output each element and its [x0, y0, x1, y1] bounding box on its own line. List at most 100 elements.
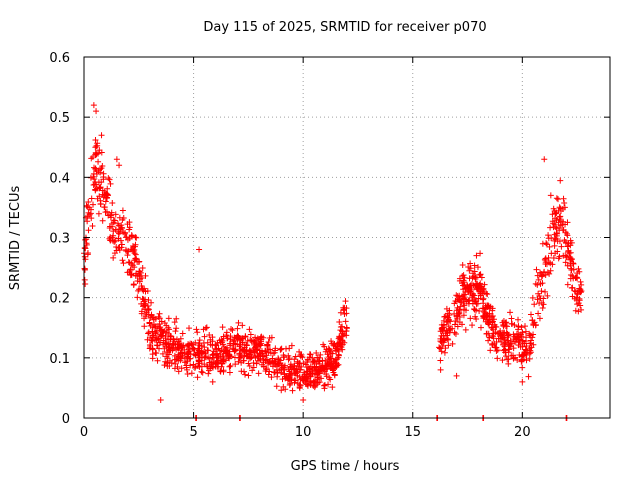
chart-title: Day 115 of 2025, SRMTID for receiver p07… — [203, 20, 486, 35]
data-point — [92, 165, 99, 172]
data-point — [451, 329, 458, 336]
data-point — [125, 259, 132, 266]
data-point — [124, 252, 131, 259]
data-point — [507, 343, 514, 350]
data-point — [97, 201, 104, 208]
data-point — [105, 175, 112, 182]
data-point — [149, 337, 156, 344]
data-point — [539, 280, 546, 287]
data-point — [145, 311, 152, 318]
data-point — [175, 357, 182, 364]
data-point — [112, 226, 119, 233]
data-point — [215, 352, 222, 359]
data-point — [158, 318, 165, 325]
data-point — [96, 147, 103, 154]
data-point — [549, 261, 556, 268]
data-point — [578, 306, 585, 313]
data-point — [471, 306, 478, 313]
data-point — [572, 274, 579, 281]
data-point — [138, 308, 145, 315]
data-point — [562, 252, 569, 259]
data-point — [324, 358, 331, 365]
data-point — [322, 348, 329, 355]
data-point — [111, 238, 118, 245]
data-point — [209, 363, 216, 370]
data-point — [439, 342, 446, 349]
data-point — [103, 194, 110, 201]
data-point — [462, 285, 469, 292]
data-point — [142, 272, 149, 279]
data-point — [493, 344, 500, 351]
data-point — [165, 347, 172, 354]
data-point — [564, 253, 571, 260]
data-point — [438, 348, 445, 355]
data-point — [266, 346, 273, 353]
data-point — [127, 266, 134, 273]
data-point — [294, 380, 301, 387]
data-point — [539, 240, 546, 247]
data-point — [572, 307, 579, 314]
data-point — [226, 363, 233, 370]
data-point — [229, 345, 236, 352]
y-tick-label: 0.3 — [49, 232, 70, 247]
data-point — [220, 358, 227, 365]
data-point — [436, 344, 443, 351]
data-point — [264, 341, 271, 348]
data-point — [258, 361, 265, 368]
data-point — [198, 343, 205, 350]
data-point — [535, 276, 542, 283]
data-point — [563, 240, 570, 247]
data-point — [456, 277, 463, 284]
data-point — [150, 314, 157, 321]
x-tick-label: 15 — [404, 425, 421, 440]
data-point — [301, 373, 308, 380]
data-point — [100, 173, 107, 180]
data-point — [536, 293, 543, 300]
data-point — [103, 195, 110, 202]
data-point — [535, 310, 542, 317]
data-point — [461, 291, 468, 298]
data-point — [89, 154, 96, 161]
data-point — [280, 354, 287, 361]
data-point — [250, 346, 257, 353]
data-point — [84, 203, 91, 210]
data-point — [502, 347, 509, 354]
data-point — [209, 354, 216, 361]
data-point — [201, 344, 208, 351]
data-point — [562, 259, 569, 266]
data-point — [515, 316, 522, 323]
data-point — [267, 350, 274, 357]
data-point — [85, 209, 92, 216]
data-point — [250, 359, 257, 366]
data-point — [321, 382, 328, 389]
x-tick-label: 0 — [80, 425, 88, 440]
data-point — [503, 353, 510, 360]
data-point — [196, 347, 203, 354]
x-tick-label: 10 — [295, 425, 312, 440]
data-point — [437, 338, 444, 345]
data-point — [508, 315, 515, 322]
data-point — [449, 340, 456, 347]
data-point — [148, 299, 155, 306]
y-tick-label: 0.4 — [49, 171, 70, 186]
data-point — [295, 363, 302, 370]
data-point — [482, 306, 489, 313]
data-point — [527, 337, 534, 344]
data-point — [134, 294, 141, 301]
data-point — [577, 286, 584, 293]
data-point — [567, 275, 574, 282]
data-point — [541, 156, 548, 163]
data-point — [227, 362, 234, 369]
data-point — [107, 234, 114, 241]
data-point — [343, 324, 350, 331]
data-point — [241, 347, 248, 354]
data-point — [110, 254, 117, 261]
data-point — [145, 329, 152, 336]
data-point — [247, 337, 254, 344]
data-point — [304, 368, 311, 375]
data-point — [252, 334, 259, 341]
data-point — [543, 261, 550, 268]
data-point — [329, 367, 336, 374]
data-point — [274, 373, 281, 380]
data-point — [246, 362, 253, 369]
